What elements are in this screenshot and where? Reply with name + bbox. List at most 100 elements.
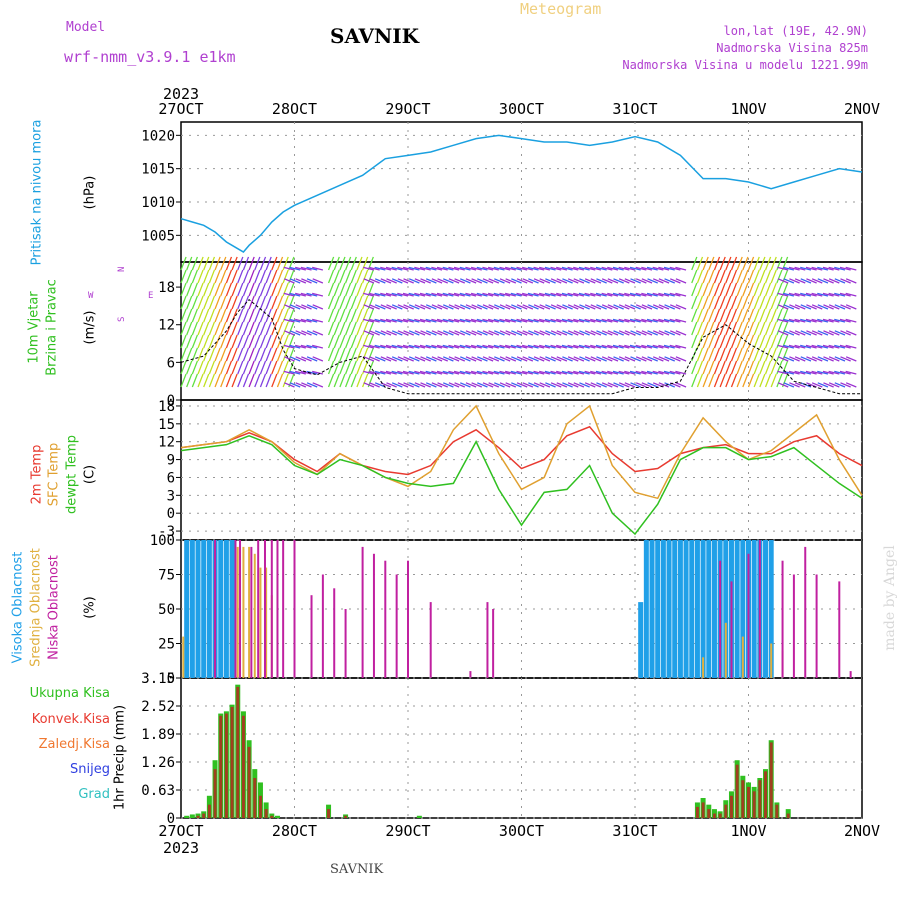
wind-arrow: [248, 360, 255, 375]
precip-bar: [207, 804, 211, 818]
y-tick-label: 100: [150, 533, 175, 549]
wind-arrow: [442, 292, 454, 297]
precip-bar: [184, 815, 190, 818]
wind-arrow: [442, 266, 454, 271]
wind-arrow: [800, 278, 812, 284]
wind-arrow: [539, 370, 551, 375]
wind-arrow: [539, 356, 551, 362]
wind-arrow: [476, 318, 488, 323]
wind-arrow: [669, 318, 681, 323]
wind-arrow: [839, 318, 851, 323]
wind-arrow: [231, 321, 238, 336]
wind-arrow: [641, 382, 653, 388]
wind-arrow: [764, 269, 772, 284]
precip-bar: [724, 804, 728, 818]
wind-arrow: [295, 292, 307, 297]
wind-arrow: [436, 318, 448, 323]
wind-arrow: [528, 330, 539, 336]
wind-arrow: [806, 304, 817, 310]
wind-arrow: [845, 292, 857, 297]
cloud-bar: [770, 643, 773, 678]
wind-arrow: [186, 334, 193, 349]
wind-arrow: [505, 382, 517, 388]
wind-arrow: [448, 344, 460, 349]
y-tick-label: 0: [167, 811, 175, 827]
wind-arrow: [691, 373, 698, 388]
wind-arrow: [613, 356, 624, 362]
wind-arrow: [590, 382, 602, 388]
wind-arrow: [708, 373, 715, 388]
wind-arrow: [408, 266, 420, 271]
cloud-bar: [849, 671, 852, 678]
wind-arrow: [470, 292, 482, 297]
wind-arrow: [214, 373, 221, 388]
wind-arrow: [397, 356, 409, 362]
year-top: 2023: [163, 85, 199, 103]
wind-arrow: [459, 292, 471, 297]
x-tick-bottom: 30OCT: [499, 822, 544, 840]
wind-arrow: [652, 356, 664, 362]
wind-arrow: [363, 304, 375, 310]
wind-arrow: [289, 266, 301, 271]
x-tick-top: 31OCT: [612, 100, 657, 118]
cloud-bar: [804, 546, 807, 678]
wind-arrow: [770, 282, 777, 297]
wind-arrow: [522, 330, 534, 336]
wind-arrow: [186, 373, 193, 388]
wind-arrow: [770, 256, 777, 271]
wind-arrow: [368, 344, 380, 349]
wind-arrow: [584, 330, 596, 336]
wind-arrow: [579, 330, 590, 336]
wind-arrow: [271, 282, 278, 297]
wind-arrow: [265, 334, 272, 349]
precip-bar: [752, 791, 756, 818]
x-tick-bottom: 28OCT: [272, 822, 317, 840]
wind-arrow: [231, 295, 238, 310]
wind-arrow: [730, 373, 738, 388]
wind-arrow: [800, 318, 812, 323]
wind-arrow: [573, 266, 585, 271]
wind-arrow: [312, 292, 324, 297]
wind-arrow: [397, 318, 409, 323]
wind-arrow: [339, 373, 346, 388]
wind-arrow: [601, 318, 613, 323]
wind-arrow: [800, 370, 812, 375]
wind-arrow: [191, 256, 199, 271]
wind-arrow: [482, 356, 494, 362]
wind-arrow: [647, 382, 658, 388]
wind-arrow: [533, 330, 545, 336]
wind-arrow: [573, 278, 585, 284]
wind-arrow: [590, 330, 602, 336]
wind-arrow: [237, 334, 244, 349]
wind-arrow: [618, 370, 630, 375]
wind-arrow: [725, 282, 732, 297]
wind-arrow: [783, 318, 795, 323]
wind-arrow: [522, 292, 534, 297]
wind-arrow: [374, 318, 386, 323]
wind-arrow: [254, 373, 261, 388]
wind-arrow: [386, 330, 397, 336]
wind-arrow: [573, 356, 585, 362]
wind-arrow: [397, 278, 409, 284]
wind-arrow: [197, 308, 204, 323]
y-tick-label: 1005: [141, 228, 175, 244]
wind-arrow: [794, 318, 806, 323]
cloud-bar: [344, 609, 347, 678]
wind-arrow: [476, 266, 488, 271]
wind-arrow: [658, 266, 670, 271]
wind-arrow: [214, 334, 221, 349]
wind-arrow: [730, 334, 738, 349]
wind-arrow: [764, 295, 772, 310]
wind-arrow: [811, 370, 823, 375]
wind-arrow: [431, 266, 443, 271]
wind-arrow: [691, 282, 698, 297]
y-tick-label: 6: [167, 470, 175, 486]
wind-arrow: [284, 382, 295, 388]
wind-arrow: [658, 382, 670, 388]
wind-arrow: [573, 370, 585, 375]
wind-arrow: [770, 321, 777, 336]
wind-arrow: [747, 347, 755, 362]
wind-arrow: [522, 318, 534, 323]
wind-arrow: [770, 295, 777, 310]
wind-arrow: [742, 295, 749, 310]
